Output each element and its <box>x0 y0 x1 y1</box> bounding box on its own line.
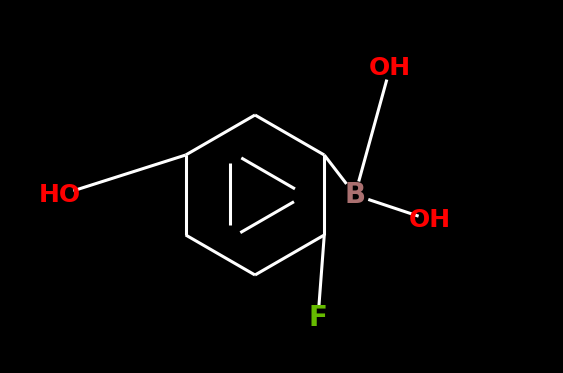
Text: HO: HO <box>39 183 81 207</box>
Text: OH: OH <box>409 208 451 232</box>
Text: OH: OH <box>369 56 411 80</box>
Text: F: F <box>309 304 328 332</box>
Text: B: B <box>345 181 365 209</box>
